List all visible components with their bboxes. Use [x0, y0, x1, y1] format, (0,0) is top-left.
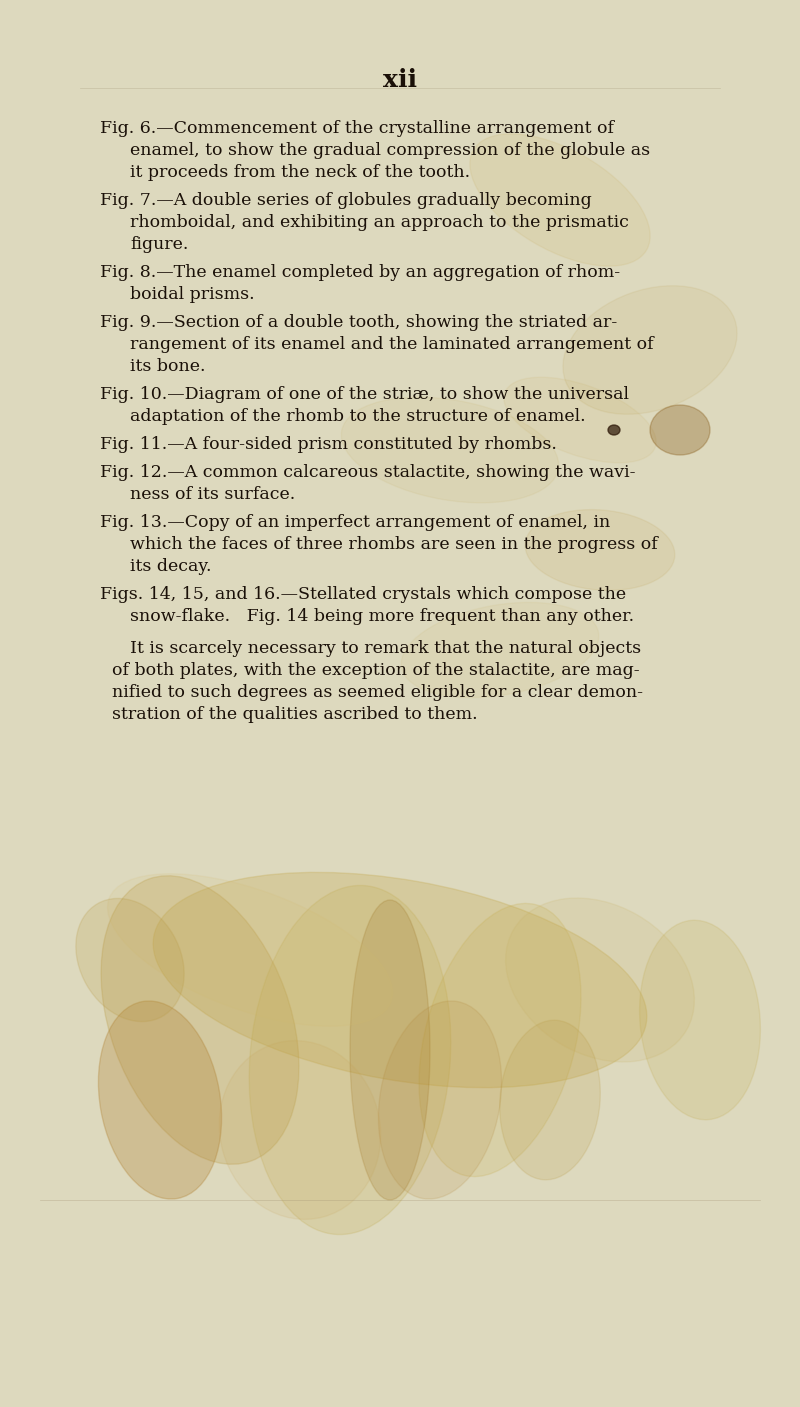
Text: rhomboidal, and exhibiting an approach to the prismatic: rhomboidal, and exhibiting an approach t… — [130, 214, 629, 231]
Text: rangement of its enamel and the laminated arrangement of: rangement of its enamel and the laminate… — [130, 336, 654, 353]
Text: Fig. 6.—Commencement of the crystalline arrangement of: Fig. 6.—Commencement of the crystalline … — [100, 120, 614, 136]
Ellipse shape — [153, 872, 647, 1088]
Ellipse shape — [98, 1000, 222, 1199]
Ellipse shape — [563, 286, 737, 414]
Text: snow-flake.   Fig. 14 being more frequent than any other.: snow-flake. Fig. 14 being more frequent … — [130, 608, 634, 625]
Text: its bone.: its bone. — [130, 357, 206, 376]
Ellipse shape — [402, 602, 598, 698]
Text: xii: xii — [383, 68, 417, 91]
Ellipse shape — [378, 1000, 502, 1199]
Text: its decay.: its decay. — [130, 559, 211, 575]
Text: Figs. 14, 15, and 16.—Stellated crystals which compose the: Figs. 14, 15, and 16.—Stellated crystals… — [100, 585, 626, 604]
Ellipse shape — [506, 898, 694, 1062]
Text: Fig. 7.—A double series of globules gradually becoming: Fig. 7.—A double series of globules grad… — [100, 191, 592, 210]
Ellipse shape — [504, 377, 656, 463]
Text: Fig. 12.—A common calcareous stalactite, showing the wavi-: Fig. 12.—A common calcareous stalactite,… — [100, 464, 635, 481]
Ellipse shape — [107, 874, 393, 1026]
Ellipse shape — [639, 920, 761, 1120]
Text: Fig. 13.—Copy of an imperfect arrangement of enamel, in: Fig. 13.—Copy of an imperfect arrangemen… — [100, 514, 610, 530]
Text: which the faces of three rhombs are seen in the progress of: which the faces of three rhombs are seen… — [130, 536, 658, 553]
Text: of both plates, with the exception of the stalactite, are mag-: of both plates, with the exception of th… — [112, 663, 640, 680]
Ellipse shape — [526, 509, 674, 591]
Ellipse shape — [470, 134, 650, 266]
Text: It is scarcely necessary to remark that the natural objects: It is scarcely necessary to remark that … — [130, 640, 641, 657]
Text: ness of its surface.: ness of its surface. — [130, 485, 295, 502]
Text: adaptation of the rhomb to the structure of enamel.: adaptation of the rhomb to the structure… — [130, 408, 586, 425]
Text: nified to such degrees as seemed eligible for a clear demon-: nified to such degrees as seemed eligibl… — [112, 684, 643, 701]
Ellipse shape — [250, 885, 450, 1234]
Ellipse shape — [101, 875, 299, 1164]
Text: figure.: figure. — [130, 236, 188, 253]
Ellipse shape — [650, 405, 710, 454]
Ellipse shape — [350, 900, 430, 1200]
Ellipse shape — [342, 397, 558, 502]
Text: it proceeds from the neck of the tooth.: it proceeds from the neck of the tooth. — [130, 165, 470, 182]
Text: stration of the qualities ascribed to them.: stration of the qualities ascribed to th… — [112, 706, 478, 723]
Text: Fig. 11.—A four-sided prism constituted by rhombs.: Fig. 11.—A four-sided prism constituted … — [100, 436, 557, 453]
Ellipse shape — [76, 899, 184, 1021]
Text: boidal prisms.: boidal prisms. — [130, 286, 254, 303]
Text: Fig. 8.—The enamel completed by an aggregation of rhom-: Fig. 8.—The enamel completed by an aggre… — [100, 265, 620, 281]
Ellipse shape — [219, 1041, 381, 1220]
Text: enamel, to show the gradual compression of the globule as: enamel, to show the gradual compression … — [130, 142, 650, 159]
Text: Fig. 10.—Diagram of one of the striæ, to show the universal: Fig. 10.—Diagram of one of the striæ, to… — [100, 386, 629, 402]
Ellipse shape — [419, 903, 581, 1176]
Ellipse shape — [608, 425, 620, 435]
Text: Fig. 9.—Section of a double tooth, showing the striated ar-: Fig. 9.—Section of a double tooth, showi… — [100, 314, 618, 331]
Ellipse shape — [500, 1020, 600, 1180]
